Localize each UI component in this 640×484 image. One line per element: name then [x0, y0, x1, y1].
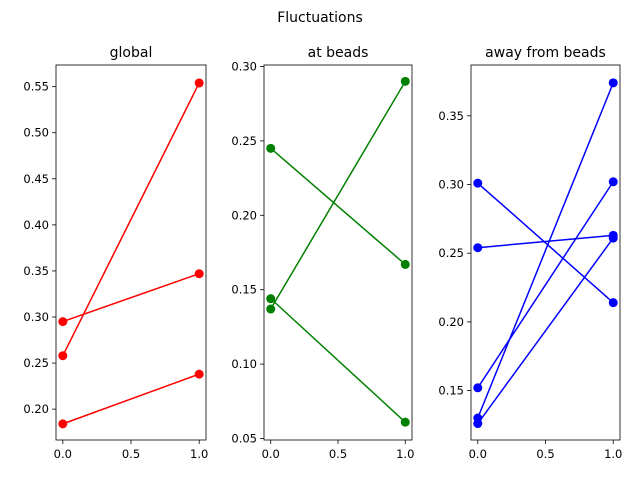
- y-tick-label: 0.20: [231, 208, 257, 222]
- subplot-title: global: [110, 45, 153, 61]
- data-point: [400, 259, 410, 269]
- series-line: [62, 373, 200, 425]
- x-tick-label: 0.0: [54, 447, 72, 461]
- data-point: [608, 177, 618, 187]
- data-point: [194, 78, 204, 88]
- x-tick-label: 0.5: [329, 447, 347, 461]
- y-tick-label: 0.25: [23, 356, 49, 370]
- series-0: [473, 178, 618, 308]
- x-tick-label: 0.0: [262, 447, 280, 461]
- series-4: [473, 233, 618, 429]
- y-tick-label: 0.35: [23, 264, 49, 278]
- y-tick-label: 0.35: [438, 109, 464, 123]
- data-point: [400, 76, 410, 86]
- subplot-title: away from beads: [485, 45, 606, 61]
- axes-frame: [263, 64, 413, 441]
- series-0: [266, 143, 410, 269]
- y-tick-label: 0.15: [438, 384, 464, 398]
- y-tick-label: 0.50: [23, 126, 49, 140]
- subplot-1: at beads 0.05 0.10 0.15 0.20 0.25 0.30 0.0 0.5 1.…: [231, 45, 414, 461]
- data-point: [266, 304, 276, 314]
- y-tick-label: 0.20: [23, 402, 49, 416]
- y-tick-label: 0.55: [23, 80, 49, 94]
- data-point: [473, 178, 483, 188]
- series-line: [62, 82, 200, 357]
- series-line: [270, 298, 406, 423]
- data-point: [473, 383, 483, 393]
- data-point: [473, 419, 483, 429]
- subplot-title: at beads: [308, 45, 369, 61]
- y-tick-label: 0.45: [23, 172, 49, 186]
- x-tick-label: 1.0: [604, 447, 622, 461]
- data-point: [266, 143, 276, 153]
- subplot-2: away from beads 0.15 0.20 0.25 0.30 0.35 0.0 0.…: [438, 45, 622, 461]
- data-point: [608, 233, 618, 243]
- y-tick-label: 0.40: [23, 218, 49, 232]
- data-point: [58, 419, 68, 429]
- data-point: [266, 294, 276, 304]
- data-point: [400, 417, 410, 427]
- x-tick-label: 1.0: [190, 447, 208, 461]
- subplot-0: global 0.20 0.25 0.30 0.35 0.40 0.45 0.50 0.55 0.…: [23, 45, 208, 461]
- series-line: [270, 80, 406, 310]
- y-tick-label: 0.25: [231, 134, 257, 148]
- data-point: [608, 298, 618, 308]
- axes-frame: [55, 64, 207, 441]
- series-line: [477, 82, 614, 419]
- data-point: [608, 78, 618, 88]
- y-tick-label: 0.25: [438, 246, 464, 260]
- y-tick-label: 0.30: [438, 178, 464, 192]
- series-line: [477, 234, 614, 249]
- series-line: [62, 272, 200, 323]
- series-2: [58, 369, 204, 429]
- series-0: [58, 269, 204, 327]
- x-tick-label: 0.0: [469, 447, 487, 461]
- series-line: [477, 181, 614, 389]
- y-tick-label: 0.05: [231, 432, 257, 446]
- series-line: [477, 182, 614, 304]
- y-tick-label: 0.30: [23, 310, 49, 324]
- y-tick-label: 0.20: [438, 315, 464, 329]
- y-tick-label: 0.10: [231, 357, 257, 371]
- figure-suptitle: Fluctuations: [277, 10, 363, 26]
- series-2: [473, 177, 618, 393]
- data-point: [58, 351, 68, 361]
- series-line: [270, 147, 406, 265]
- series-1: [266, 76, 410, 314]
- data-point: [194, 269, 204, 279]
- series-1: [58, 78, 204, 361]
- x-tick-label: 1.0: [396, 447, 414, 461]
- y-tick-label: 0.15: [231, 283, 257, 297]
- axes-frame: [470, 64, 621, 441]
- series-2: [266, 294, 410, 427]
- series-line: [477, 237, 614, 424]
- data-point: [473, 243, 483, 253]
- y-tick-label: 0.30: [231, 59, 257, 73]
- x-tick-label: 0.5: [536, 447, 554, 461]
- x-tick-label: 0.5: [122, 447, 140, 461]
- data-point: [58, 317, 68, 327]
- data-point: [194, 369, 204, 379]
